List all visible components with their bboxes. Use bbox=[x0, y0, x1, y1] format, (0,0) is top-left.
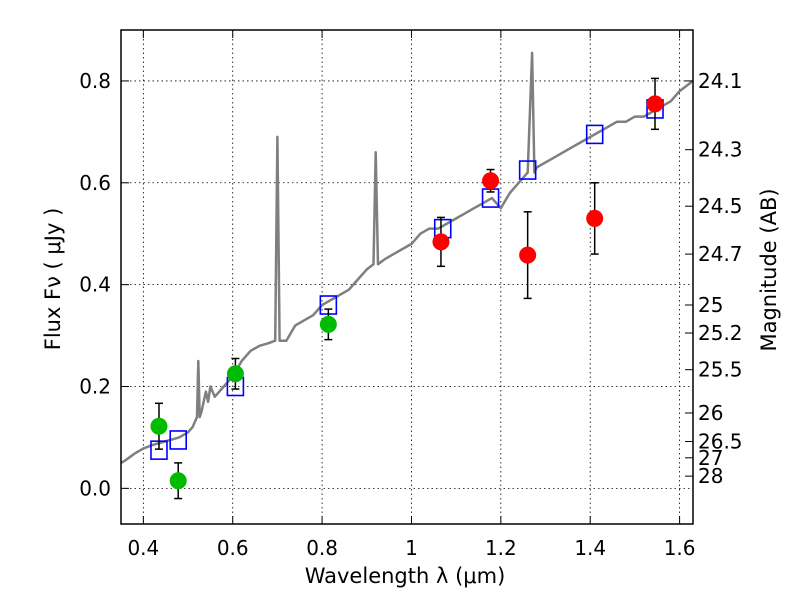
right-tick-label: 24.3 bbox=[698, 138, 743, 162]
x-tick-label: 1.2 bbox=[485, 536, 517, 560]
optical-detections-marker bbox=[319, 315, 337, 333]
right-tick-label: 25.2 bbox=[698, 321, 743, 345]
model-photometry-marker bbox=[169, 430, 187, 450]
y-axis-label: Flux Fν ( μJy ) bbox=[41, 208, 65, 351]
model-photometry-marker bbox=[585, 124, 604, 145]
model-photometry-marker bbox=[518, 160, 537, 180]
x-tick-label: 1.6 bbox=[664, 536, 696, 560]
right-tick-label: 24.7 bbox=[698, 242, 743, 266]
x-tick-label: 1.4 bbox=[574, 536, 606, 560]
optical-detections-marker bbox=[226, 365, 244, 383]
x-tick-label: 0.6 bbox=[217, 536, 249, 560]
infrared-detections-marker bbox=[646, 95, 664, 113]
x-tick-label: 0.8 bbox=[306, 536, 338, 560]
right-tick-label: 26.5 bbox=[698, 429, 743, 453]
x-axis-label: Wavelength λ (μm) bbox=[305, 564, 506, 588]
plot-frame bbox=[120, 29, 694, 525]
right-tick-label: 26 bbox=[698, 401, 723, 425]
y-tick-label: 0.2 bbox=[79, 374, 111, 398]
right-tick-label: 25.5 bbox=[698, 358, 743, 382]
x-tick-label: 1 bbox=[405, 536, 418, 560]
y-tick-label: 0.6 bbox=[79, 171, 111, 195]
x-tick-label: 0.4 bbox=[127, 536, 159, 560]
right-axis-label: Magnitude (AB) bbox=[757, 188, 781, 351]
y-tick-label: 0.8 bbox=[79, 69, 111, 93]
infrared-detections-marker bbox=[586, 209, 604, 227]
infrared-detections-marker bbox=[482, 172, 500, 190]
right-tick-label: 28 bbox=[698, 464, 723, 488]
infrared-detections-marker bbox=[432, 233, 450, 251]
model-spectrum-line bbox=[120, 51, 694, 464]
infrared-detections-marker bbox=[519, 246, 537, 264]
right-tick-label: 24.5 bbox=[698, 194, 743, 218]
optical-detections-marker bbox=[169, 472, 187, 490]
y-tick-label: 0.4 bbox=[79, 273, 111, 297]
right-tick-label: 25 bbox=[698, 293, 723, 317]
right-tick-label: 24.1 bbox=[698, 69, 743, 93]
optical-detections-marker bbox=[150, 417, 168, 435]
right-tick-label: 27 bbox=[698, 446, 723, 470]
y-tick-label: 0.0 bbox=[79, 476, 111, 500]
